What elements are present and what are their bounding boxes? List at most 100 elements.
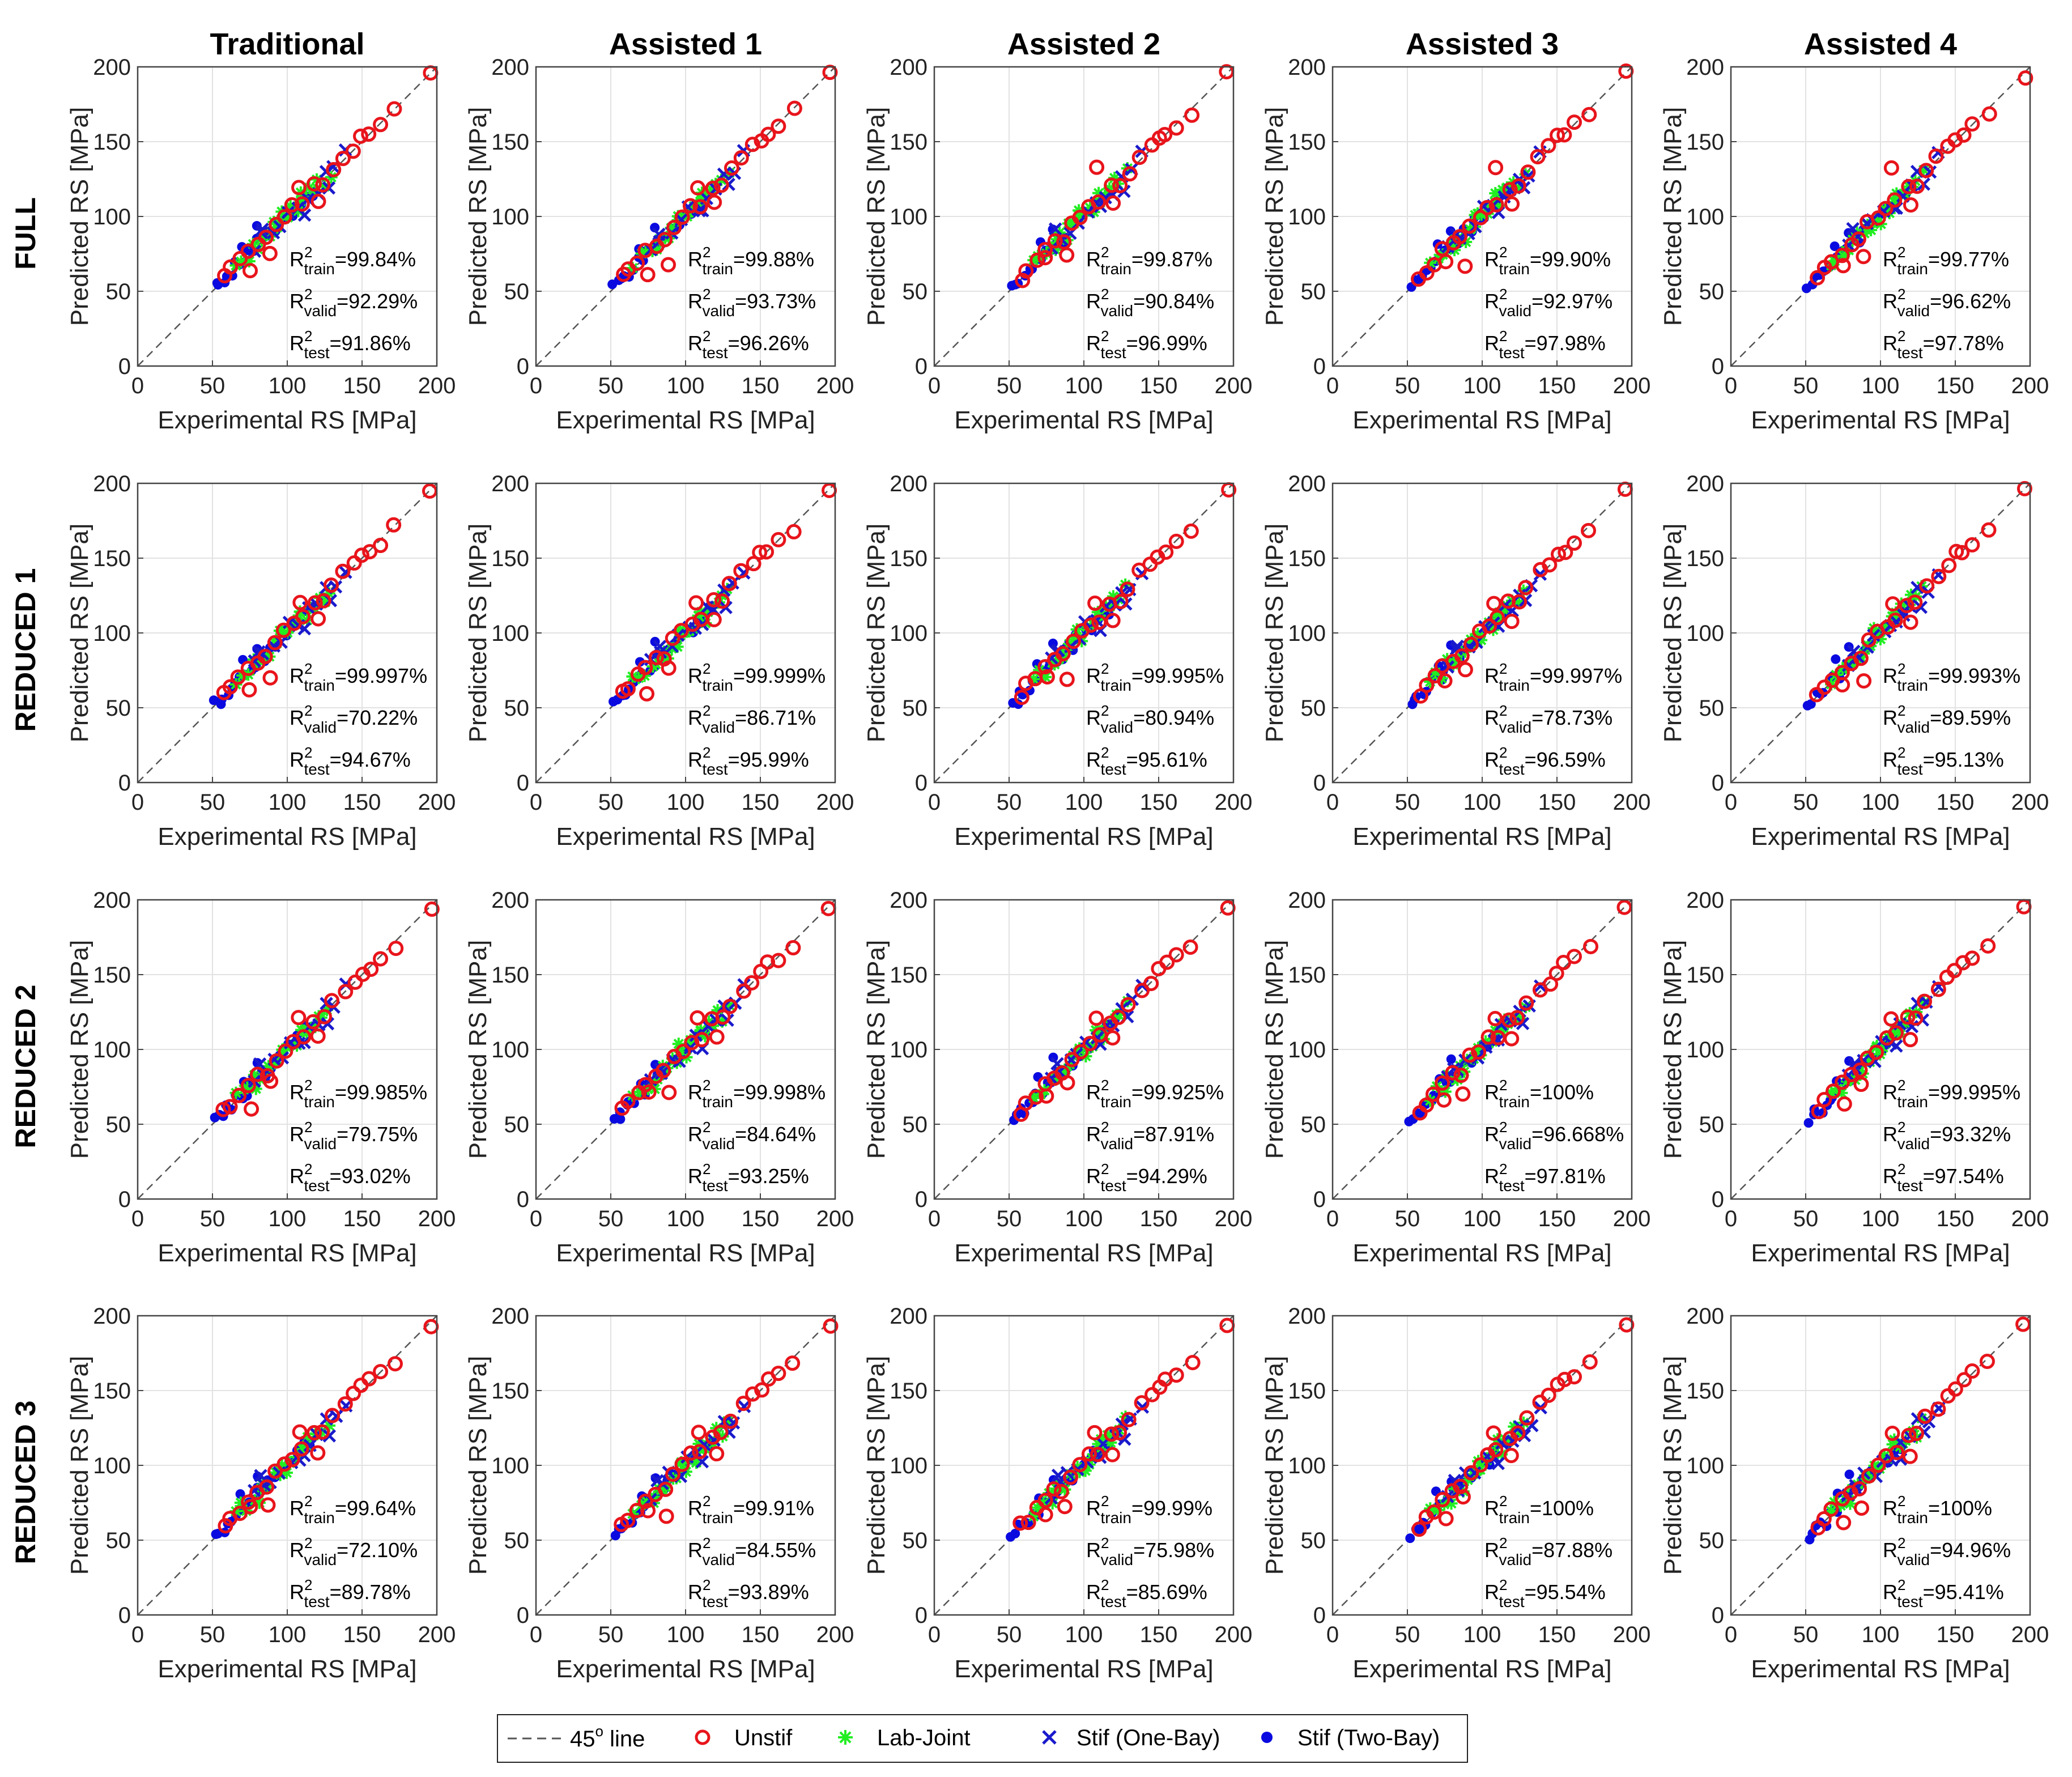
point-unstif (1878, 1448, 1894, 1464)
y-tick-label: 100 (491, 621, 529, 646)
y-tick-label: 50 (106, 1112, 131, 1137)
point-unstif (1811, 1104, 1827, 1120)
point-unstif (1081, 1446, 1097, 1462)
point-unstif (1182, 939, 1198, 955)
r2-sup: 2 (1101, 1493, 1109, 1510)
r2-valid-annotation: R2 valid=70.22% (290, 702, 418, 736)
point-stif1-b (701, 1019, 715, 1033)
point-unstif (722, 1413, 738, 1429)
r2-train-annotation: R2 train=100% (1883, 1493, 1992, 1527)
point-unstif (1918, 163, 1934, 178)
x-tick-label: 0 (1326, 1622, 1339, 1647)
legend-unstif-label: Unstif (734, 1725, 793, 1750)
x-tick-label: 50 (598, 790, 624, 815)
y-tick-label: 150 (93, 963, 131, 988)
r2-base: R (290, 664, 304, 687)
point-unstif (1039, 1088, 1054, 1104)
r2-sup: 2 (1101, 1534, 1109, 1551)
point-unstif (648, 1486, 663, 1502)
y-tick-label: 150 (890, 130, 927, 155)
r2-value: =97.54% (1923, 1164, 2004, 1188)
r2-base: R (1484, 706, 1499, 729)
point-unstif (1964, 1363, 1980, 1379)
x-axis-label: Experimental RS [MPa] (1352, 823, 1611, 851)
r2-value: =80.94% (1133, 706, 1214, 729)
point-stif2 (1831, 654, 1841, 664)
y-tick-label: 50 (106, 1528, 131, 1553)
y-tick-label: 0 (118, 771, 131, 796)
y-tick-label: 0 (915, 1603, 927, 1628)
point-stif1-b (666, 1053, 680, 1066)
x-tick-label: 0 (1725, 373, 1737, 398)
r2-sub: test (702, 760, 727, 778)
r2-sup: 2 (1499, 744, 1507, 761)
y-tick-label: 0 (1313, 1603, 1326, 1628)
point-stif1-b (1494, 1018, 1508, 1031)
r2-sup: 2 (1499, 1160, 1507, 1177)
x-tick-label: 100 (269, 1622, 307, 1647)
r2-test-annotation: R2 test=85.69% (1086, 1576, 1207, 1610)
r2-test-annotation: R2 test=96.99% (1086, 328, 1207, 362)
r2-sup: 2 (703, 1534, 710, 1551)
y-tick-label: 100 (1686, 1453, 1724, 1478)
r2-value: =75.98% (1133, 1538, 1214, 1562)
r2-test-annotation: R2 test=89.78% (290, 1576, 411, 1610)
point-unstif (640, 1503, 656, 1519)
legend-stif2-label: Stif (Two-Bay) (1297, 1725, 1440, 1750)
point-unstif (2016, 481, 2032, 496)
point-unstif (721, 576, 737, 592)
point-unstif (1878, 201, 1894, 216)
point-unstif (706, 611, 722, 627)
point-unstif (338, 984, 354, 1000)
point-unstif (1619, 1317, 1635, 1333)
r2-test-annotation: R2 test=97.78% (1883, 328, 2004, 362)
r2-base: R (1086, 248, 1101, 271)
r2-test-annotation: R2 test=95.13% (1883, 744, 2004, 778)
point-unstif (746, 556, 761, 572)
point-unstif (665, 630, 680, 646)
r2-sup: 2 (703, 660, 710, 677)
point-unstif (1065, 634, 1081, 649)
point-unstif (1134, 1395, 1150, 1411)
r2-train-annotation: R2 train=99.995% (1086, 660, 1224, 694)
x-tick-label: 50 (200, 790, 226, 815)
r2-value: =93.02% (330, 1164, 411, 1188)
point-unstif (1541, 138, 1556, 154)
y-axis-label: Predicted RS [MPa] (66, 107, 93, 326)
x-tick-label: 150 (343, 373, 381, 398)
point-unstif (1583, 938, 1599, 954)
point-unstif (1053, 1483, 1069, 1499)
r2-value: =99.91% (733, 1497, 814, 1520)
r2-base: R (290, 706, 304, 729)
r2-value: =78.73% (1531, 706, 1612, 729)
r2-valid-annotation: R2 valid=87.91% (1086, 1119, 1214, 1153)
r2-valid-annotation: R2 valid=75.98% (1086, 1534, 1214, 1568)
r2-base: R (1086, 1580, 1101, 1604)
r2-value: =99.90% (1530, 248, 1611, 271)
point-unstif (1567, 114, 1582, 130)
point-labjoint-3 (663, 233, 674, 244)
point-unstif (1090, 1447, 1105, 1463)
legend-unstif-marker (695, 1729, 710, 1745)
point-unstif (373, 538, 389, 554)
point-stif1-b (1048, 222, 1062, 236)
x-tick-label: 0 (530, 790, 542, 815)
r2-test-annotation: R2 test=97.81% (1484, 1160, 1606, 1194)
x-axis-label: Experimental RS [MPa] (1751, 1239, 2010, 1267)
r2-base: R (290, 1580, 304, 1604)
point-unstif (335, 151, 351, 167)
point-unstif (1018, 675, 1034, 691)
point-unstif (661, 660, 677, 676)
r2-value: =95.99% (728, 748, 809, 771)
x-axis-label: Experimental RS [MPa] (556, 1239, 815, 1267)
point-unstif (1455, 1086, 1471, 1102)
r2-base: R (1086, 1497, 1101, 1520)
x-tick-label: 150 (1937, 373, 1975, 398)
r2-sup: 2 (1897, 1160, 1905, 1177)
point-unstif (753, 963, 769, 979)
x-tick-label: 0 (530, 1622, 542, 1647)
